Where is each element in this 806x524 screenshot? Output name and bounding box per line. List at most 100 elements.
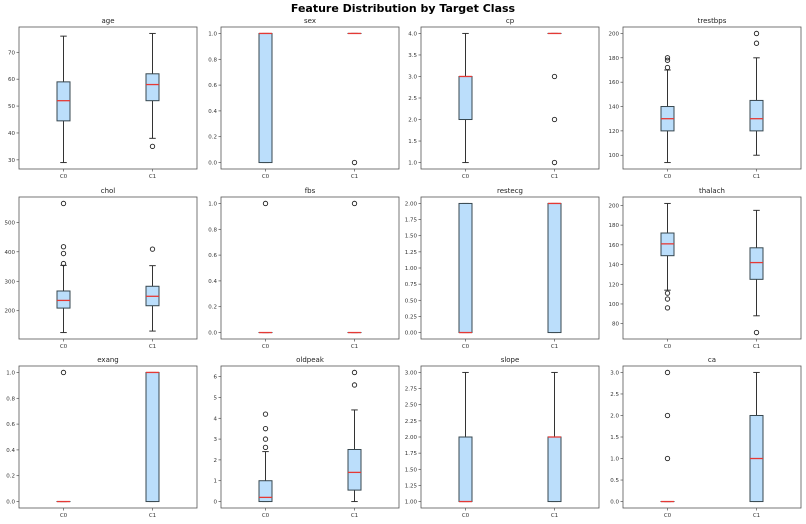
- box-iqr: [56, 81, 71, 122]
- outlier-point: [351, 200, 358, 207]
- outlier-point: [262, 411, 269, 417]
- y-tick-label: 160: [609, 80, 620, 86]
- outlier-point: [664, 64, 671, 71]
- box-C0: [56, 35, 71, 164]
- x-tick-label: C0: [60, 344, 68, 350]
- subplot-title: cp: [506, 17, 515, 25]
- y-tick-label: 30: [8, 158, 15, 164]
- subplot-exang: exang 0.0 0.2 0.4 0.6 0.8 1.0 C0 C1: [6, 356, 198, 519]
- box-iqr: [547, 436, 562, 503]
- outlier-point: [664, 305, 671, 311]
- y-tick-label: 0.6: [208, 253, 217, 259]
- y-tick-label: 70: [8, 50, 15, 56]
- y-tick-label: 1.25: [405, 483, 418, 489]
- y-tick-label: 0.8: [6, 396, 15, 402]
- box-C0: [458, 202, 473, 334]
- y-tick-label: 1.25: [405, 250, 418, 256]
- y-tick-label: 200: [609, 31, 620, 37]
- subplot-trestbps: trestbps 100 120 140 160 180 200 C0 C1: [609, 17, 802, 180]
- box-C1: [145, 246, 160, 332]
- y-tick-label: 1.00: [405, 500, 418, 506]
- box-C1: [145, 32, 160, 150]
- x-tick-label: C0: [262, 344, 270, 350]
- y-tick-label: 1: [214, 479, 218, 485]
- x-tick-label: C1: [551, 344, 558, 350]
- y-tick-label: 0.50: [405, 298, 418, 304]
- outlier-point: [351, 369, 358, 376]
- axes-frame: [420, 365, 600, 509]
- y-tick-label: 1.75: [405, 218, 418, 224]
- x-tick-label: C1: [753, 174, 760, 180]
- y-tick-label: 1.5: [610, 435, 619, 441]
- subplot-sex: sex 0.0 0.2 0.4 0.6 0.8 1.0 C0 C1: [208, 17, 400, 180]
- y-tick-label: 2.00: [405, 435, 418, 441]
- y-tick-label: 0.5: [610, 478, 619, 484]
- subplot-title: thalach: [699, 187, 725, 195]
- box-C1: [547, 202, 562, 334]
- box-C0: [660, 202, 675, 311]
- box-C1: [145, 371, 160, 503]
- x-tick-label: C1: [149, 174, 156, 180]
- outlier-point: [753, 329, 760, 336]
- x-tick-label: C1: [753, 513, 760, 519]
- box-C1: [547, 32, 562, 166]
- subplot-title: slope: [501, 356, 520, 364]
- y-tick-label: 0.0: [6, 500, 15, 506]
- axes-frame: [18, 196, 198, 340]
- box-C0: [258, 200, 273, 334]
- box-iqr: [458, 75, 473, 121]
- box-iqr: [145, 73, 160, 102]
- axes-frame: [220, 26, 400, 170]
- subplot-title: oldpeak: [296, 356, 325, 364]
- outlier-point: [551, 159, 558, 166]
- y-tick-label: 1.0: [208, 201, 217, 207]
- y-tick-label: 160: [609, 243, 620, 249]
- x-tick-label: C0: [262, 513, 270, 519]
- outlier-point: [60, 200, 67, 207]
- y-tick-label: 0.2: [6, 474, 15, 480]
- box-C0: [660, 55, 675, 164]
- outlier-point: [351, 159, 358, 166]
- subplot-thalach: thalach 80 100 120 140 160 180 200 C0 C1: [609, 187, 802, 350]
- y-tick-label: 3.00: [405, 370, 418, 376]
- outlier-point: [60, 244, 67, 250]
- y-tick-label: 0.6: [208, 83, 217, 89]
- outlier-point: [664, 290, 671, 296]
- y-tick-label: 0.00: [405, 331, 418, 337]
- box-iqr: [258, 480, 273, 503]
- y-tick-label: 200: [609, 203, 620, 209]
- box-iqr: [458, 202, 473, 334]
- box-C1: [547, 371, 562, 503]
- y-tick-label: 0.8: [208, 57, 217, 63]
- x-tick-label: C0: [664, 344, 672, 350]
- y-tick-label: 1.75: [405, 451, 418, 457]
- y-tick-label: 2.0: [610, 413, 619, 419]
- y-tick-label: 0.0: [610, 500, 619, 506]
- y-tick-label: 140: [609, 263, 620, 269]
- y-tick-label: 3.0: [610, 370, 619, 376]
- outlier-point: [664, 412, 671, 419]
- x-tick-label: C1: [351, 344, 358, 350]
- y-tick-label: 0.4: [208, 279, 217, 285]
- subplot-ca: ca 0.0 0.5 1.0 1.5 2.0 2.5 3.0 C0 C1: [610, 356, 802, 519]
- subplot-age: age 30 40 50 60 70 C0 C1: [8, 17, 198, 180]
- outlier-point: [262, 200, 269, 207]
- subplot-title: age: [101, 17, 114, 25]
- y-tick-label: 120: [609, 282, 620, 288]
- x-tick-label: C0: [462, 174, 470, 180]
- outlier-point: [262, 426, 269, 432]
- box-iqr: [145, 371, 160, 503]
- outlier-point: [664, 55, 671, 61]
- x-tick-label: C0: [462, 344, 470, 350]
- box-iqr: [56, 290, 71, 309]
- y-tick-label: 0.4: [6, 448, 15, 454]
- outlier-point: [664, 296, 671, 302]
- x-tick-label: C1: [149, 513, 156, 519]
- axes-frame: [622, 365, 802, 509]
- box-C1: [347, 369, 362, 503]
- y-tick-label: 0.6: [6, 422, 15, 428]
- outlier-point: [551, 73, 558, 80]
- y-tick-label: 0.0: [208, 161, 217, 167]
- axes-frame: [622, 26, 802, 170]
- y-tick-label: 500: [5, 220, 16, 226]
